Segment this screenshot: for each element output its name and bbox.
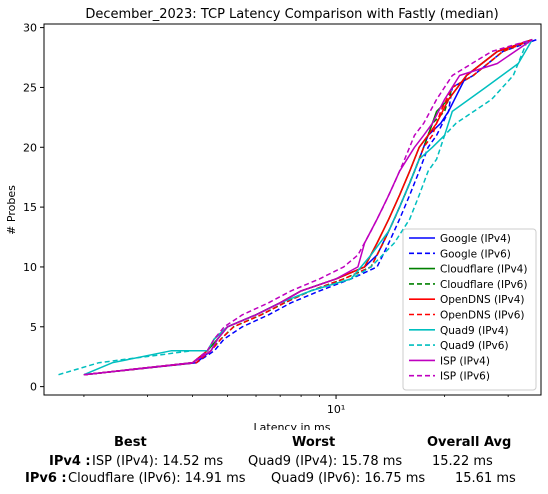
y-tick-label: 0 <box>30 381 37 394</box>
legend-label-8: ISP (IPv4) <box>440 355 490 367</box>
plot-frame <box>43 23 542 396</box>
x-axis: 10¹ <box>83 395 509 416</box>
summary-row-ipv4-worst: Quad9 (IPv4): 15.78 ms <box>248 454 403 469</box>
plot-area <box>58 38 537 376</box>
y-tick-label: 30 <box>23 22 37 35</box>
legend-box <box>402 228 537 391</box>
legend-label-1: Google (IPv6) <box>440 248 511 260</box>
legend-label-2: Cloudflare (IPv4) <box>440 264 527 276</box>
y-tick-label: 10 <box>23 261 37 274</box>
summary-row-ipv6-best: Cloudflare (IPv6): 14.91 ms <box>68 471 246 486</box>
x-axis-label: Latency in ms <box>254 421 331 430</box>
series-line-5 <box>83 38 533 376</box>
legend-label-3: Cloudflare (IPv6) <box>440 279 527 291</box>
summary-row-ipv4-label: IPv4 : <box>49 454 91 469</box>
summary-header-best: Best <box>114 435 147 450</box>
summary-header-avg: Overall Avg <box>427 435 512 450</box>
y-tick-label: 15 <box>23 201 37 214</box>
summary-row-ipv4-avg: 15.22 ms <box>432 454 493 469</box>
x-tick-label: 10¹ <box>327 403 345 416</box>
y-tick-label: 5 <box>30 321 37 334</box>
summary-row-ipv4-best: ISP (IPv4): 14.52 ms <box>92 454 224 469</box>
latency-chart: December_2023: TCP Latency Comparison wi… <box>5 7 542 430</box>
legend-label-9: ISP (IPv6) <box>440 371 490 383</box>
summary-header-worst: Worst <box>292 435 336 450</box>
series-line-9 <box>83 38 533 376</box>
summary-row-ipv6-label: IPv6 : <box>25 471 67 486</box>
summary-row-ipv6-worst: Quad9 (IPv6): 16.75 ms <box>271 471 426 486</box>
y-axis: 0 5 10 15 20 25 30 <box>23 22 44 394</box>
y-axis-label: # Probes <box>5 185 18 235</box>
legend-label-7: Quad9 (IPv6) <box>440 340 509 352</box>
legend-label-0: Google (IPv4) <box>440 233 511 245</box>
y-tick-label: 25 <box>23 81 37 94</box>
legend-label-5: OpenDNS (IPv6) <box>440 310 525 322</box>
summary-row-ipv6-avg: 15.61 ms <box>455 471 516 486</box>
legend-label-6: Quad9 (IPv4) <box>440 325 509 337</box>
y-tick-label: 20 <box>23 141 37 154</box>
legend: Google (IPv4) Google (IPv6) Cloudflare (IP… <box>402 228 537 391</box>
legend-label-4: OpenDNS (IPv4) <box>440 294 525 306</box>
chart-title: December_2023: TCP Latency Comparison wi… <box>85 7 498 22</box>
